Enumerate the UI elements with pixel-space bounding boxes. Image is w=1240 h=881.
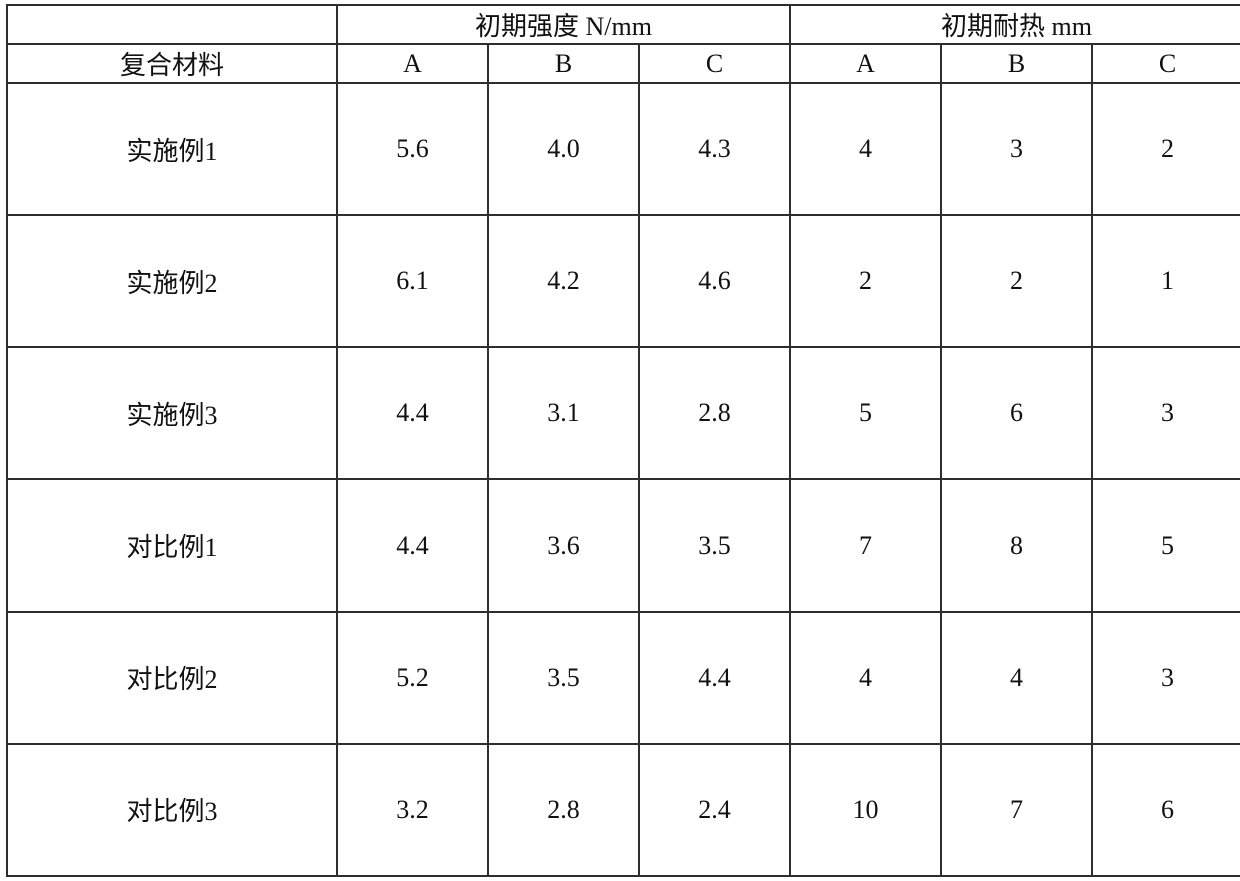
cell: 2 (1092, 83, 1240, 215)
cell: 4.2 (488, 215, 639, 347)
cell: 10 (790, 744, 941, 876)
cell: 6.1 (337, 215, 488, 347)
col-B-2: B (941, 44, 1092, 83)
cell: 1 (1092, 215, 1240, 347)
cell: 5 (1092, 479, 1240, 611)
col-B-1: B (488, 44, 639, 83)
cell: 4.3 (639, 83, 790, 215)
cell: 4 (790, 612, 941, 744)
cell: 3 (1092, 612, 1240, 744)
col-A-1: A (337, 44, 488, 83)
cell: 2.8 (488, 744, 639, 876)
table-row: 对比例3 3.2 2.8 2.4 10 7 6 (7, 744, 1240, 876)
cell: 2.4 (639, 744, 790, 876)
header-row-sublabels: 复合材料 A B C A B C (7, 44, 1240, 83)
table-row: 实施例2 6.1 4.2 4.6 2 2 1 (7, 215, 1240, 347)
cell: 2.8 (639, 347, 790, 479)
cell: 3 (941, 83, 1092, 215)
col-A-2: A (790, 44, 941, 83)
cell: 5.2 (337, 612, 488, 744)
cell: 8 (941, 479, 1092, 611)
col-C-2: C (1092, 44, 1240, 83)
cell: 7 (790, 479, 941, 611)
row-label: 对比例1 (7, 479, 337, 611)
table-row: 对比例1 4.4 3.6 3.5 7 8 5 (7, 479, 1240, 611)
data-table: 初期强度 N/mm 初期耐热 mm 复合材料 A B C A B C 实施例1 … (6, 4, 1240, 877)
cell: 4 (941, 612, 1092, 744)
row-label: 实施例1 (7, 83, 337, 215)
cell: 4.4 (337, 347, 488, 479)
row-label-title: 复合材料 (7, 44, 337, 83)
cell: 3.2 (337, 744, 488, 876)
cell: 3.6 (488, 479, 639, 611)
cell: 4.6 (639, 215, 790, 347)
row-label: 对比例3 (7, 744, 337, 876)
cell: 4.4 (639, 612, 790, 744)
table-row: 实施例1 5.6 4.0 4.3 4 3 2 (7, 83, 1240, 215)
row-label: 对比例2 (7, 612, 337, 744)
cell: 3.5 (488, 612, 639, 744)
table-row: 实施例3 4.4 3.1 2.8 5 6 3 (7, 347, 1240, 479)
header-group-strength: 初期强度 N/mm (337, 5, 790, 44)
header-group-heat: 初期耐热 mm (790, 5, 1240, 44)
cell: 4.0 (488, 83, 639, 215)
col-C-1: C (639, 44, 790, 83)
cell: 3.5 (639, 479, 790, 611)
row-label: 实施例2 (7, 215, 337, 347)
cell: 2 (941, 215, 1092, 347)
row-label: 实施例3 (7, 347, 337, 479)
cell: 7 (941, 744, 1092, 876)
cell: 4.4 (337, 479, 488, 611)
cell: 6 (1092, 744, 1240, 876)
cell: 6 (941, 347, 1092, 479)
cell: 5 (790, 347, 941, 479)
table-row: 对比例2 5.2 3.5 4.4 4 4 3 (7, 612, 1240, 744)
cell: 2 (790, 215, 941, 347)
cell: 4 (790, 83, 941, 215)
header-blank (7, 5, 337, 44)
cell: 5.6 (337, 83, 488, 215)
cell: 3 (1092, 347, 1240, 479)
header-row-groups: 初期强度 N/mm 初期耐热 mm (7, 5, 1240, 44)
cell: 3.1 (488, 347, 639, 479)
